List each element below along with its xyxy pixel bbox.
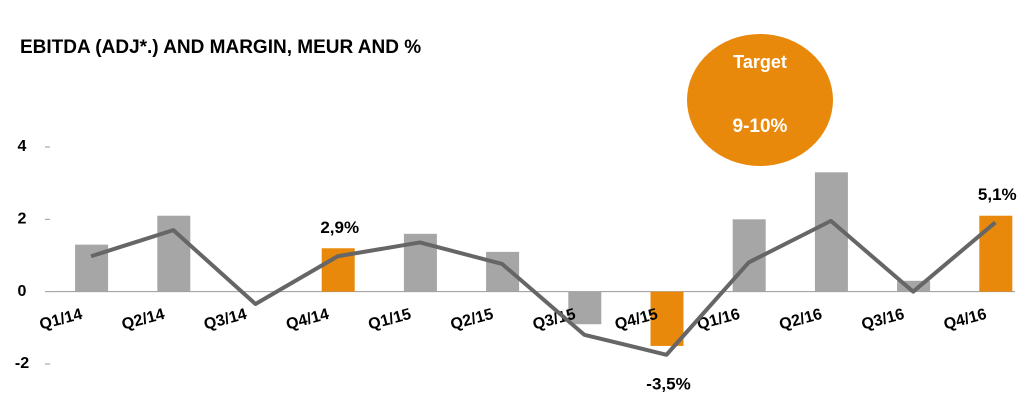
chart-title: EBITDA (ADJ*.) AND MARGIN, MEUR AND % [20,37,421,58]
data-label: 5,1% [978,185,1017,204]
y-tick-label: 0 [18,283,27,300]
x-tick-label: Q1/16 [695,306,742,334]
y-tick-label: 2 [18,211,27,228]
y-tick-label: -2 [15,355,29,372]
target-value: 9-10% [733,116,788,137]
x-tick-label: Q3/14 [202,306,249,334]
x-tick-label: Q4/14 [284,306,331,334]
target-label: Target [733,52,787,72]
y-tick-label: 4 [18,138,27,155]
x-tick-label: Q1/15 [367,306,414,334]
target-badge [687,34,833,166]
bar [979,215,1013,292]
bar [897,280,931,292]
margin-line [90,218,997,357]
x-tick-label: Q3/16 [860,306,907,334]
bar [568,291,602,325]
data-label: -3,5% [646,374,690,393]
x-tick-label: Q4/16 [942,306,989,334]
bar [157,215,191,292]
x-tick-label: Q2/15 [449,306,496,334]
data-label: 2,9% [320,218,359,237]
bar [650,291,684,346]
x-tick-label: Q2/16 [778,306,825,334]
x-tick-label: Q2/14 [120,306,167,334]
x-tick-label: Q1/14 [38,306,85,334]
